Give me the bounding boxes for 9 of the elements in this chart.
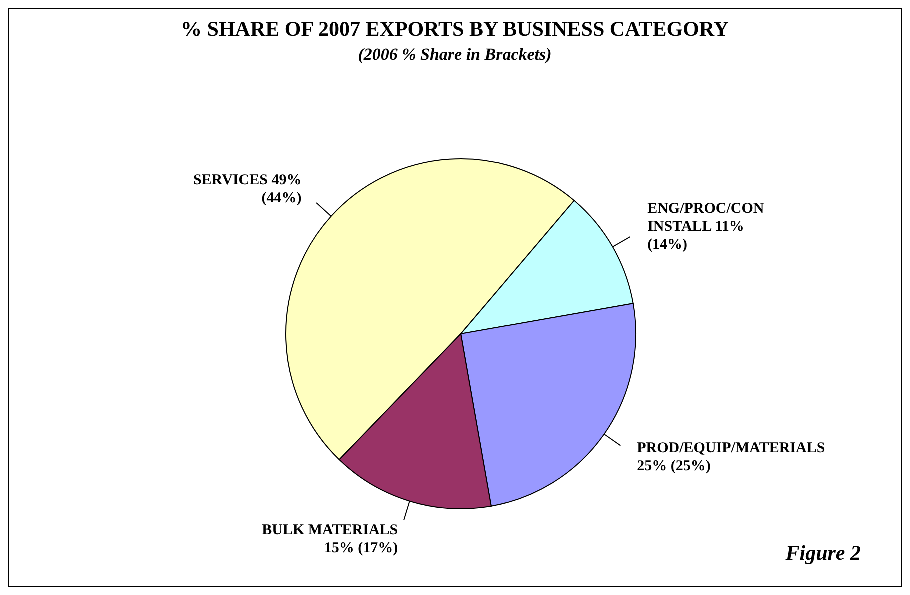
slice-label: BULK MATERIALS <box>262 522 398 539</box>
slice-label: SERVICES 49% (44%) <box>193 172 302 207</box>
chart-title: % SHARE OF 2007 EXPORTS BY BUSINESS CATEGORY <box>180 17 730 42</box>
data-label: 25% (25%) <box>637 458 711 474</box>
data-label: 15% (17%) <box>324 540 398 557</box>
caption: Figure 2 <box>786 541 861 566</box>
slice-label: PROD/EQUIP/MATERIALS <box>637 440 826 456</box>
slice-label: ENG/PROC/CON INSTALL 11% (14%) <box>648 201 764 254</box>
chart-subtitle: (2006 % Share in Brackets) <box>357 45 553 65</box>
